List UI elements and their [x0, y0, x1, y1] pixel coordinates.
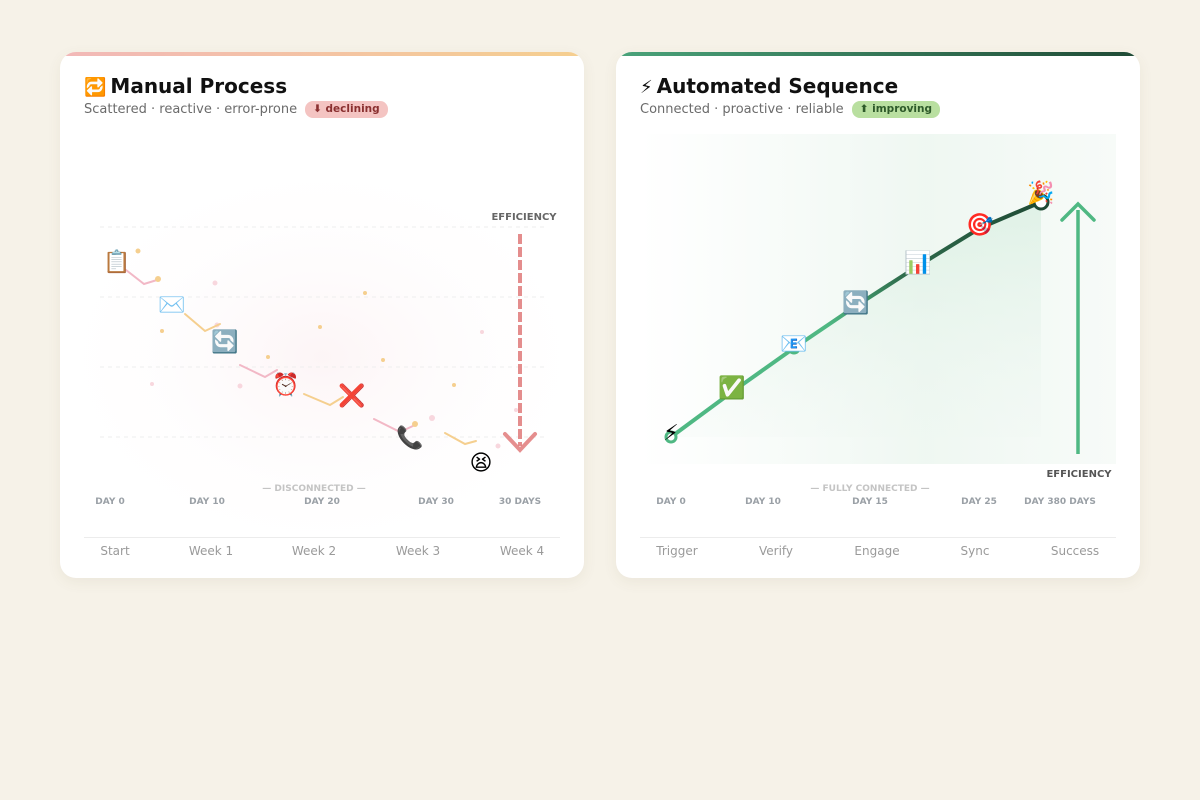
connection-label: — DISCONNECTED —: [262, 484, 365, 494]
cross-icon: ❌: [338, 383, 365, 409]
day-tick-label: DAY 0: [656, 497, 686, 507]
card-title: 🔁 Manual Process: [84, 74, 288, 98]
manual-diagram: 📋 ✉️ 🔄 ⏰ ❌ 📞 😫 EFFICIENCY — DISCONNECTED — DAY…: [84, 182, 560, 532]
glow-background: [84, 182, 560, 532]
stage-label: Week 2: [291, 544, 337, 558]
efficiency-label: EFFICIENCY: [491, 212, 557, 223]
stage-label: Week 3: [395, 544, 441, 558]
target-icon: 🎯: [966, 212, 993, 238]
status-badge: ⬇ declining: [305, 101, 388, 118]
repeat-icon: 🔁: [84, 77, 107, 98]
day-ticks: DAY 0 DAY 10 DAY 20 DAY 30 30 DAYS: [95, 497, 541, 507]
tired-face-icon: 😫: [470, 451, 493, 476]
stage-label: Trigger: [656, 544, 698, 558]
day-tick-label: DAY 10: [189, 497, 225, 507]
envelope-icon: ✉️: [158, 293, 185, 318]
connection-label: — FULLY CONNECTED —: [810, 484, 929, 494]
lightning-icon: ⚡: [640, 77, 653, 98]
manual-process-card: 🔁 Manual Process Scattered · reactive · e…: [60, 52, 584, 578]
refresh-icon: 🔄: [842, 290, 869, 316]
stage-axis: Trigger Verify Engage Sync Success: [640, 537, 1116, 558]
refresh-icon: 🔄: [211, 329, 238, 355]
card-accent-bar: [60, 52, 584, 56]
check-icon: ✅: [718, 375, 745, 401]
arrow-head: [503, 432, 537, 453]
card-subtitle: Connected · proactive · reliable ⬆ impro…: [640, 101, 941, 118]
step-nodes: [664, 193, 1050, 444]
stage-label: Verify: [758, 544, 794, 558]
clipboard-icon: 📋: [103, 249, 130, 275]
alarm-clock-icon: ⏰: [272, 371, 299, 398]
gridlines: [100, 226, 544, 438]
day-tick-label: DAY 10: [745, 497, 781, 507]
stage-label: Start: [100, 544, 130, 558]
stage-label: Week 4: [499, 544, 545, 558]
stage-label: Week 1: [188, 544, 234, 558]
step-icons: ⚡ ✅ 📧 🔄 📊 🎯 🎉: [663, 180, 1054, 446]
day-tick-label: 30 DAYS: [499, 497, 541, 507]
arrow-head: [1060, 201, 1096, 222]
day-ticks: DAY 0 DAY 10 DAY 15 DAY 25 DAY 380 DAYS: [656, 497, 1096, 507]
lightning-icon: ⚡: [663, 421, 678, 446]
day-tick-label: DAY 25: [961, 497, 997, 507]
party-popper-icon: 🎉: [1027, 180, 1054, 206]
automated-sequence-card: ⚡ Automated Sequence Connected · proactiv…: [616, 52, 1140, 578]
bar-chart-icon: 📊: [904, 250, 931, 276]
card-accent-bar: [616, 52, 1140, 56]
phone-icon: 📞: [396, 423, 424, 451]
day-tick-label: DAY 30: [418, 497, 454, 507]
day-tick-label: DAY 0: [95, 497, 125, 507]
day-tick-label: DAY 15: [852, 497, 888, 507]
automated-diagram: ⚡ ✅ 📧 🔄 📊 🎯 🎉 EFFICIENCY — FULLY CONNECTED — D…: [640, 134, 1116, 507]
step-icons: 📋 ✉️ 🔄 ⏰ ❌ 📞 😫: [103, 249, 492, 476]
day-tick-label: DAY 20: [304, 497, 340, 507]
email-icon: 📧: [780, 332, 807, 357]
day-tick-label: DAY 380 DAYS: [1024, 497, 1096, 507]
stage-axis: Start Week 1 Week 2 Week 3 Week 4: [84, 537, 560, 558]
efficiency-label: EFFICIENCY: [1046, 469, 1112, 480]
stage-label: Success: [1050, 544, 1100, 558]
stage-label: Engage: [854, 544, 900, 558]
card-title: ⚡ Automated Sequence: [640, 74, 899, 98]
status-badge: ⬆ improving: [851, 101, 941, 118]
stage-label: Sync: [960, 544, 990, 558]
broken-trend-line: [125, 269, 477, 446]
card-subtitle: Scattered · reactive · error-prone ⬇ dec…: [84, 101, 388, 118]
scatter-dots: [135, 248, 518, 449]
area-fill: [671, 202, 1041, 437]
